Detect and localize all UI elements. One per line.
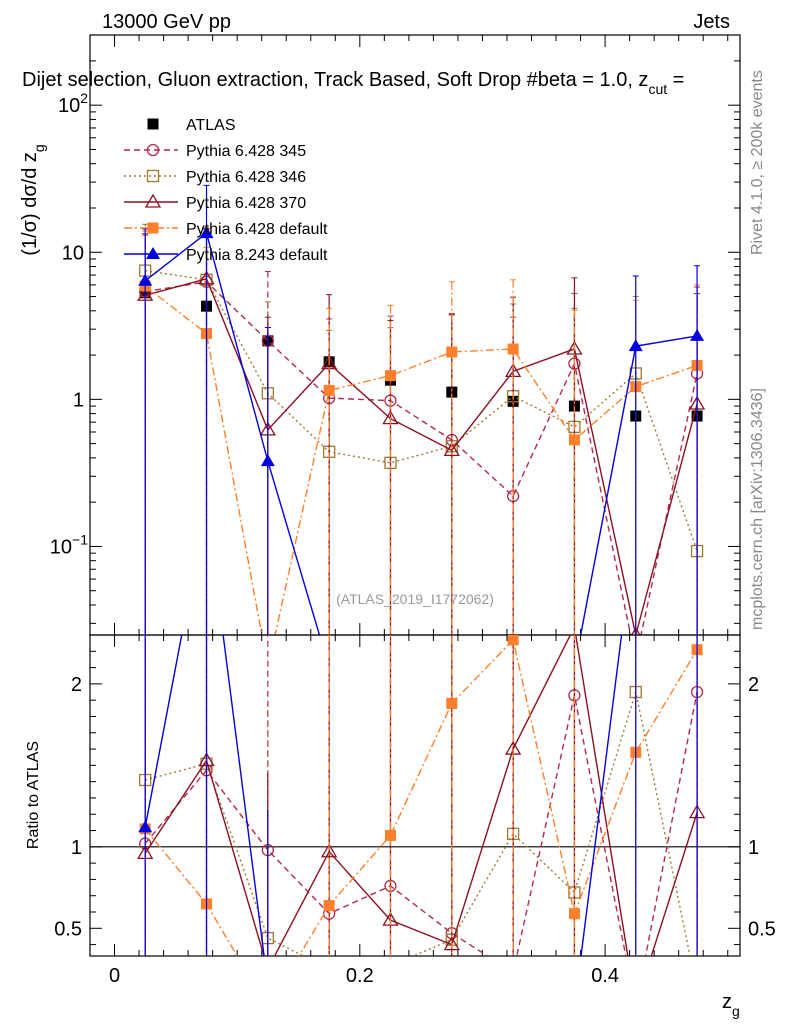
main-y-tick-label: 10−1 [50,531,88,558]
ratio-panel: 0.5 0.5 1 1 2 2 0 0.2 0.4 [54,634,776,1014]
legend-marker [146,143,160,157]
mcplots-label: mcplots.cern.ch [arXiv:1306.3436] [749,388,766,630]
ratio-line [144,691,698,956]
ratio-point [506,1001,520,1013]
ratio-line [145,691,691,956]
legend-label: ATLAS [186,117,236,134]
ratio-line [144,635,698,956]
legend: ATLAS Pythia 6.428 345 Pythia 6.428 346 Pyt… [124,117,328,264]
ratio-y-tick-label: 2 [71,674,82,696]
ratio-line [144,635,623,956]
x-tick-label: 0.2 [346,965,374,987]
ratio-point [323,899,335,911]
series-line [145,277,698,635]
series-3 [137,227,706,635]
data-point [199,226,214,239]
ratio-point [692,985,703,996]
main-y-axis-label: (1/σ) dσ/d zg [19,144,47,255]
header-right: Jets [693,11,730,33]
main-y-tick-label: 1 [73,389,84,411]
legend-marker [144,193,162,208]
plot-title: Dijet selection, Gluon extraction, Track… [22,69,684,97]
legend-label: Pythia 6.428 345 [186,143,306,160]
ratio-point [321,843,338,858]
legend-marker [147,118,159,130]
main-data [137,184,706,635]
ratio-y-tick-label-right: 2 [748,674,759,696]
ratio-point [568,908,580,920]
x-tick-label: 0 [109,965,120,987]
data-point [690,328,705,341]
data-point [138,273,153,286]
header-left: 13000 GeV pp [102,11,231,33]
analysis-label: (ATLAS_2019_I1772062) [336,591,494,607]
legend-item: Pythia 8.243 default [124,247,328,264]
series-5 [138,184,705,635]
ratio-point [262,1003,273,1014]
legend-label: Pythia 6.428 default [186,221,328,238]
ratio-point [385,960,396,971]
ratio-y-tick-label: 1 [71,837,82,859]
legend-label: Pythia 8.243 default [186,247,328,264]
series-line [145,269,698,552]
ratio-point [261,962,275,974]
ratio-point [324,964,335,975]
legend-item: Pythia 6.428 346 [124,169,306,186]
ratio-y-tick-label: 0.5 [54,918,82,940]
ratio-point [629,998,643,1010]
data-point [628,339,643,352]
ratio-point [446,697,458,709]
ratio-point [567,1001,581,1013]
ratio-point [322,1001,336,1013]
series-2 [139,223,704,635]
series-line [145,281,698,635]
data-point [260,454,275,467]
ratio-y-tick-label-right: 0.5 [748,918,776,940]
legend-item: ATLAS [147,117,236,134]
ratio-frame [89,634,741,957]
data-point [630,626,641,635]
ratio-y-axis-label: Ratio to ATLAS [25,741,42,849]
data-point [384,370,396,382]
data-point [443,442,460,457]
ratio-point [383,1001,397,1013]
ratio-point [443,936,460,951]
ratio-data [137,635,706,1014]
x-tick-label: 0.4 [591,965,619,987]
main-y-ticks [90,34,740,624]
ratio-point [508,967,519,978]
data-point [323,384,335,396]
ratio-point [507,635,519,646]
legend-marker [147,222,159,234]
ratio-series-5 [138,635,698,1013]
legend-label: Pythia 6.428 370 [186,195,306,212]
data-point [507,343,519,355]
ratio-point [445,1001,459,1013]
legend-item: Pythia 6.428 370 [124,193,306,212]
legend-marker [146,247,160,259]
ratio-point [261,978,275,990]
x-axis-label: zg [722,991,740,1019]
data-point [568,434,580,446]
legend-item: Pythia 6.428 default [124,221,328,238]
series-line [144,285,698,635]
rivet-version-label: Rivet 4.1.0, ≥ 200k events [749,70,766,255]
ratio-line [144,638,698,956]
main-panel: 10−1 1 10 102 [50,34,741,636]
data-point [446,346,458,358]
ratio-point [630,1001,641,1012]
legend-label: Pythia 6.428 346 [186,169,306,186]
ratio-point [384,829,396,841]
main-y-tick-label: 102 [58,90,88,117]
legend-marker [146,169,160,183]
main-y-tick-label: 10 [62,242,84,264]
legend-item: Pythia 6.428 345 [124,143,306,160]
ratio-y-tick-label-right: 1 [748,837,759,859]
ratio-point [138,820,153,833]
series-line [144,231,698,635]
